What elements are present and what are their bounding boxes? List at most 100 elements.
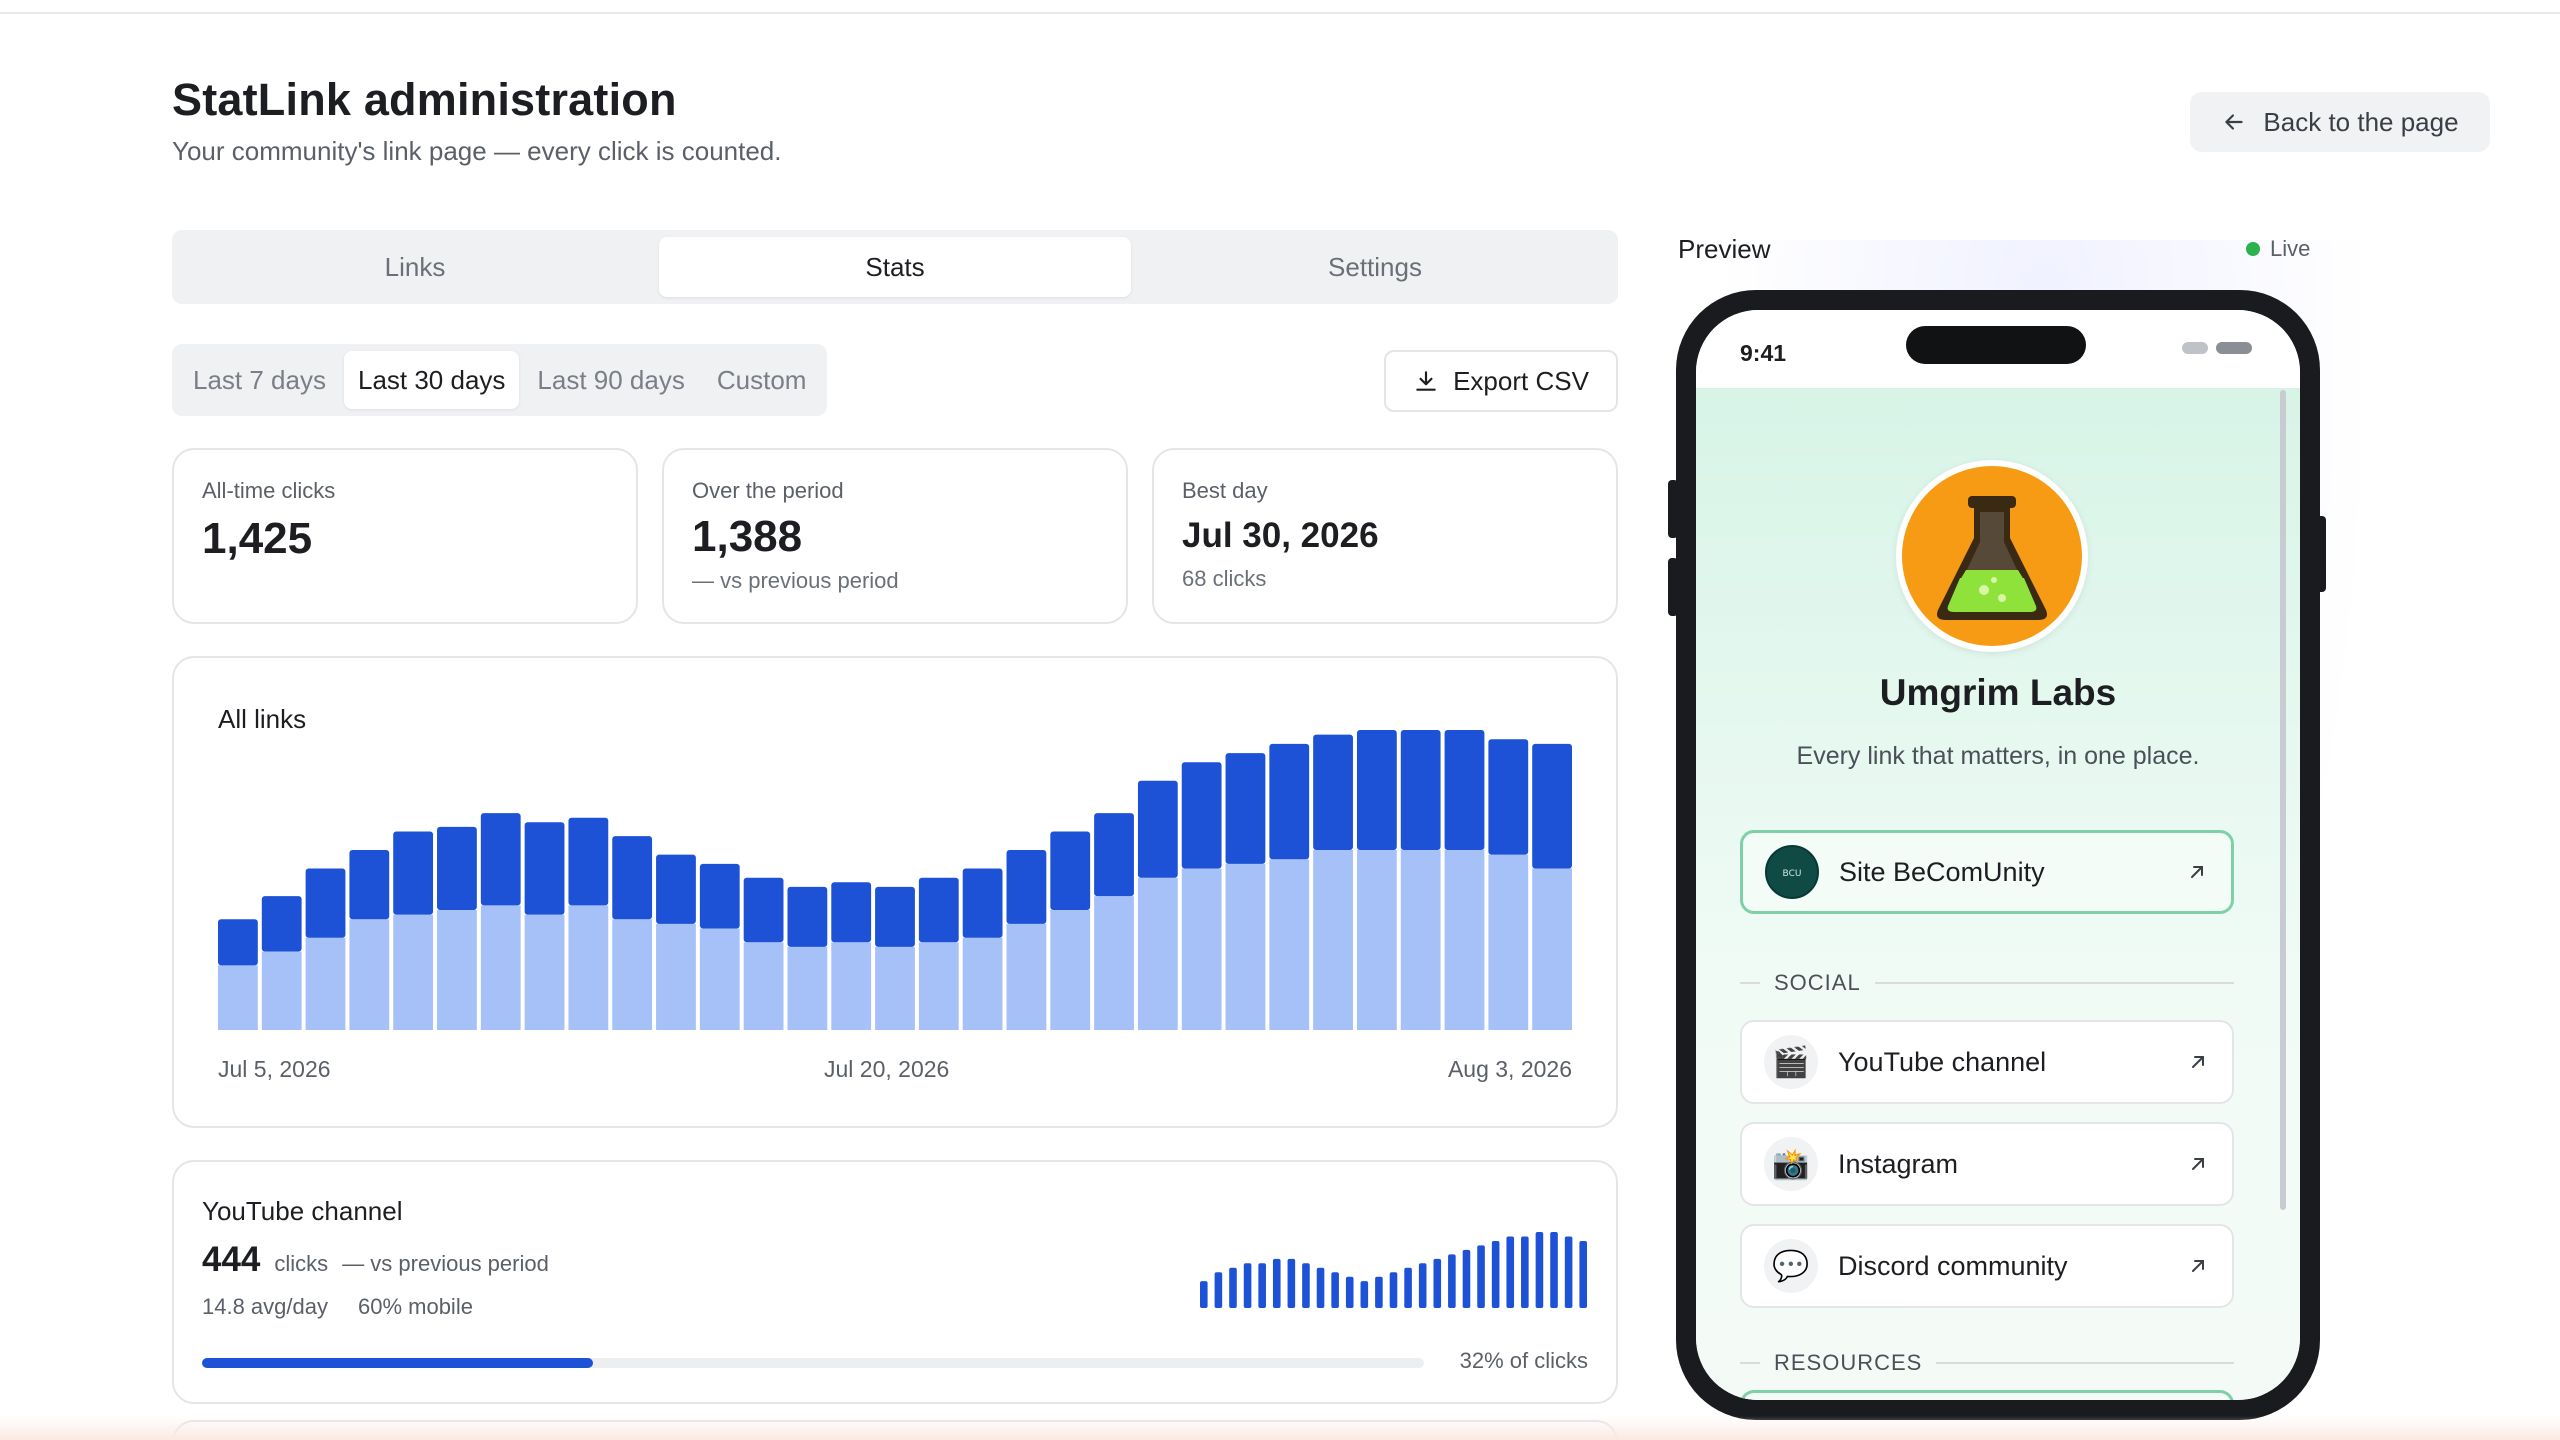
all-links-chart-card: All links Jul 5, 2026 Jul 20, 2026 Aug 3…: [172, 656, 1618, 1128]
signal-icon: [2182, 342, 2208, 354]
profile-avatar: [1896, 460, 2088, 652]
link-stat-count-row: 444 clicks — vs previous period: [202, 1240, 549, 1280]
bar-segment-light: [393, 914, 434, 1030]
preview-label: Preview: [1678, 234, 1771, 264]
bar-segment-dark: [437, 826, 477, 910]
share-progress-fill: [202, 1358, 594, 1368]
export-label: Export CSV: [1453, 365, 1589, 396]
link-stat-comparison: — vs previous period: [342, 1251, 549, 1276]
bar-segment-dark: [524, 822, 565, 915]
bar-segment-dark: [261, 896, 302, 952]
main-tabs: Links Stats Settings: [172, 230, 1618, 304]
profile-name: Umgrim Labs: [1879, 672, 2117, 713]
bar-segment-light: [1006, 923, 1047, 1030]
featured-link-site-becomunity[interactable]: BCU Site BeComUnity: [1740, 830, 2234, 914]
bar-segment-dark: [1532, 743, 1572, 869]
sparkline-bar: [1214, 1272, 1223, 1308]
bar-segment-dark: [1137, 780, 1178, 878]
stat-note: 68 clicks: [1182, 566, 1267, 591]
bar-segment-dark: [305, 868, 346, 938]
bar-segment-dark: [699, 863, 740, 929]
mobile-share: 60% mobile: [357, 1294, 473, 1319]
live-indicator: Live: [2246, 236, 2310, 262]
section-label-resources: RESOURCES: [1740, 1350, 2234, 1376]
bar-segment-dark: [349, 850, 390, 920]
sparkline-bar: [1345, 1276, 1354, 1308]
phone-screen: 9:41 Umgrim Labs Every link that matters…: [1696, 310, 2300, 1400]
link-youtube-channel[interactable]: 🎬 YouTube channel: [1740, 1020, 2234, 1104]
camera-icon: 📸: [1764, 1137, 1818, 1191]
bar-segment-light: [656, 923, 696, 1030]
bar-segment-light: [1444, 850, 1485, 1030]
bar-segment-light: [1313, 850, 1353, 1030]
link-stat-card-youtube[interactable]: YouTube channel 444 clicks — vs previous…: [172, 1160, 1618, 1404]
sparkline-bar: [1404, 1267, 1412, 1308]
bar-segment-dark: [1488, 739, 1529, 855]
bar-segment-dark: [1050, 831, 1091, 910]
bar-segment-light: [1488, 854, 1529, 1030]
range-last-30-days[interactable]: Last 30 days: [343, 351, 520, 409]
bar-segment-dark: [831, 882, 872, 943]
external-arrow-icon: [2192, 1260, 2204, 1272]
bar-segment-dark: [1313, 734, 1353, 850]
battery-icon: [2216, 342, 2252, 354]
bar-segment-light: [1400, 850, 1441, 1030]
link-stat-unit: clicks: [274, 1251, 329, 1276]
preview-scrollbar[interactable]: [2280, 390, 2286, 1210]
bar-segment-dark: [1269, 743, 1310, 860]
stat-value: 1,388: [692, 512, 803, 561]
x-tick-label: Jul 5, 2026: [218, 1056, 331, 1082]
bar-segment-dark: [656, 854, 696, 924]
tab-stats[interactable]: Stats: [659, 237, 1131, 297]
sparkline-bar: [1550, 1232, 1558, 1308]
sparkline-bar: [1579, 1240, 1587, 1308]
bar-segment-dark: [787, 886, 828, 947]
tab-links[interactable]: Links: [384, 251, 446, 282]
stat-card-all-time: All-time clicks 1,425: [172, 448, 638, 624]
bar-segment-light: [305, 937, 346, 1030]
link-stat-title: YouTube channel: [202, 1196, 403, 1226]
bar-segment-light: [612, 919, 653, 1030]
x-tick-label: Aug 3, 2026: [1447, 1056, 1572, 1082]
sparkline-bar: [1316, 1267, 1325, 1308]
profile-bio: Every link that matters, in one place.: [1796, 742, 2200, 770]
stat-label: All-time clicks: [202, 478, 336, 503]
range-last-90-days[interactable]: Last 90 days: [537, 364, 685, 395]
range-last-7-days[interactable]: Last 7 days: [193, 364, 326, 395]
sparkline-bar: [1229, 1267, 1237, 1308]
sparkline-bar: [1521, 1236, 1529, 1308]
dynamic-island: [1906, 326, 2086, 364]
export-csv-button[interactable]: Export CSV: [1384, 350, 1618, 412]
link-stat-count: 444: [202, 1240, 261, 1279]
stat-card-best-day: Best day Jul 30, 2026 68 clicks: [1152, 448, 1618, 624]
stat-label: Best day: [1182, 478, 1268, 503]
range-custom[interactable]: Custom: [716, 364, 807, 395]
bar-segment-dark: [875, 886, 915, 947]
resources-link-partial[interactable]: [1740, 1390, 2234, 1400]
bar-segment-light: [437, 910, 477, 1030]
external-arrow-icon: [2191, 866, 2203, 878]
bar-segment-light: [568, 905, 609, 1030]
link-label: Site BeComUnity: [1839, 856, 2045, 887]
phone-side-button: [2316, 516, 2326, 592]
sparkline-bar: [1375, 1276, 1383, 1308]
external-arrow-icon: [2192, 1158, 2204, 1170]
link-label: YouTube channel: [1838, 1046, 2047, 1077]
sparkline-bar: [1258, 1263, 1266, 1308]
bottom-fade: [0, 1416, 2560, 1440]
sparkline-bar: [1462, 1249, 1471, 1308]
live-label: Live: [2270, 236, 2311, 261]
stat-label: Over the period: [692, 478, 844, 503]
link-stat-meta: 14.8 avg/day 60% mobile: [202, 1294, 473, 1320]
link-sparkline: [1200, 1232, 1587, 1308]
page-subtitle: Your community's link page — every click…: [172, 136, 782, 166]
bar-segment-light: [1181, 868, 1222, 1030]
section-label-social: SOCIAL: [1740, 970, 2234, 996]
tab-settings[interactable]: Settings: [1328, 251, 1422, 282]
bar-segment-light: [743, 942, 784, 1030]
section-title: SOCIAL: [1774, 970, 1861, 995]
bar-segment-dark: [1094, 813, 1134, 897]
link-discord-community[interactable]: 💬 Discord community: [1740, 1224, 2234, 1308]
link-instagram[interactable]: 📸 Instagram: [1740, 1122, 2234, 1206]
back-to-page-button[interactable]: Back to the page: [2190, 92, 2490, 152]
